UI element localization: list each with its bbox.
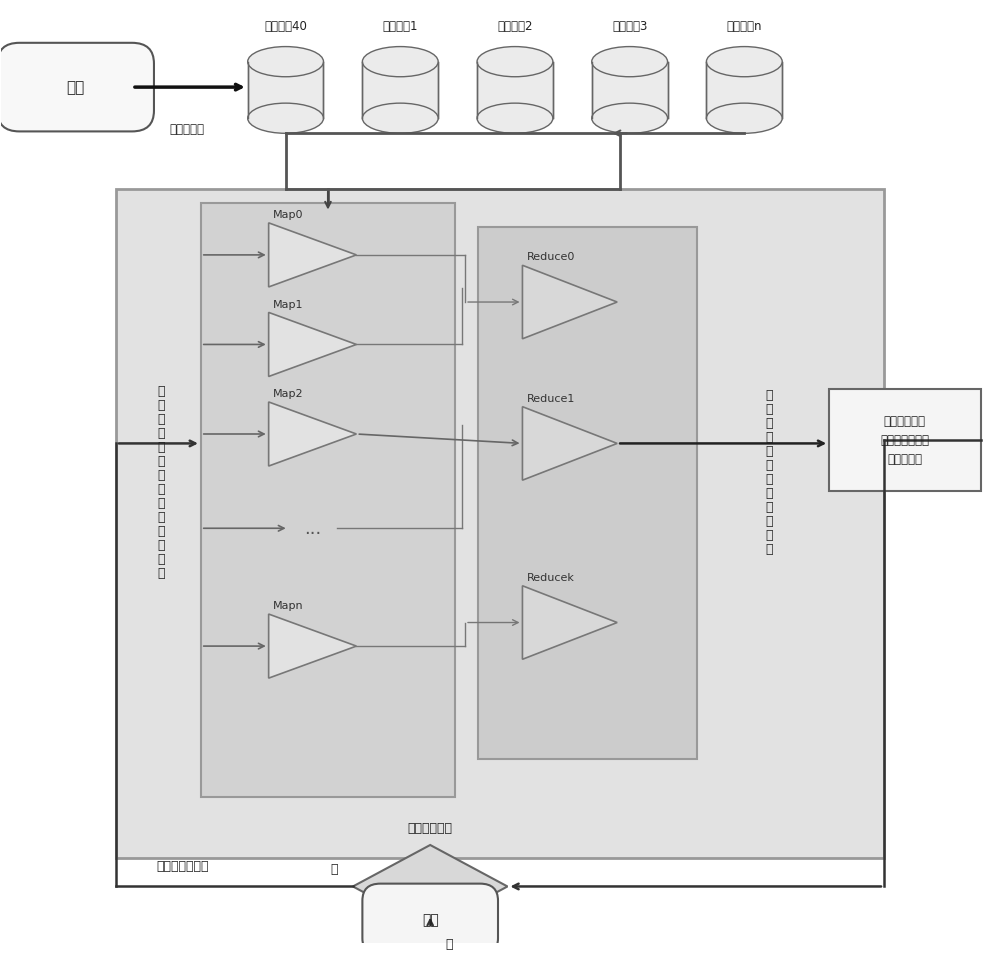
Bar <box>248 63 323 119</box>
Bar <box>362 63 438 119</box>
Bar <box>706 63 782 119</box>
Text: 否: 否 <box>330 862 338 875</box>
Bar <box>477 63 553 119</box>
Text: 数据分片3: 数据分片3 <box>612 20 647 33</box>
Text: 计
算
每
个
权
值
的
平
均
修
正
值: 计 算 每 个 权 值 的 平 均 修 正 值 <box>766 389 773 556</box>
Text: 启动下一轮迭代: 启动下一轮迭代 <box>156 860 208 872</box>
Text: 数据分片n: 数据分片n <box>727 20 762 33</box>
Text: ...: ... <box>304 519 321 537</box>
Text: Map0: Map0 <box>273 210 303 220</box>
Polygon shape <box>269 314 356 377</box>
Text: 是: 是 <box>445 938 453 950</box>
Text: 结束: 结束 <box>422 912 439 926</box>
Polygon shape <box>269 615 356 679</box>
FancyBboxPatch shape <box>362 883 498 953</box>
Text: Reduce0: Reduce0 <box>526 253 575 262</box>
Ellipse shape <box>592 104 668 134</box>
Bar <box>592 63 668 119</box>
Text: 数据分片40: 数据分片40 <box>264 20 307 33</box>
Ellipse shape <box>248 104 323 134</box>
Bar <box>829 390 981 491</box>
Text: Map2: Map2 <box>273 389 303 398</box>
Ellipse shape <box>248 48 323 77</box>
Polygon shape <box>522 586 617 659</box>
Text: 计
算
每
个
数
据
对
于
当
前
权
值
的
修: 计 算 每 个 数 据 对 于 当 前 权 值 的 修 <box>157 384 165 579</box>
Bar <box>201 204 455 797</box>
Text: 训练集输入: 训练集输入 <box>169 123 204 136</box>
Polygon shape <box>522 407 617 480</box>
Text: Reduce1: Reduce1 <box>526 394 575 403</box>
Ellipse shape <box>362 48 438 77</box>
Polygon shape <box>522 266 617 339</box>
Ellipse shape <box>592 48 668 77</box>
Text: 数据分片1: 数据分片1 <box>383 20 418 33</box>
Polygon shape <box>269 224 356 288</box>
Text: 开始: 开始 <box>67 80 85 95</box>
Ellipse shape <box>706 104 782 134</box>
Bar <box>116 190 884 859</box>
Ellipse shape <box>362 104 438 134</box>
Ellipse shape <box>477 104 553 134</box>
Ellipse shape <box>477 48 553 77</box>
Text: Mapn: Mapn <box>273 600 303 611</box>
Polygon shape <box>353 845 507 928</box>
Text: Map1: Map1 <box>273 299 303 310</box>
FancyBboxPatch shape <box>0 44 154 132</box>
Text: 达到收敛条件: 达到收敛条件 <box>408 821 453 834</box>
Bar <box>478 228 697 760</box>
Text: 数据分片2: 数据分片2 <box>497 20 533 33</box>
Text: Reducek: Reducek <box>526 573 574 582</box>
Polygon shape <box>269 402 356 467</box>
Ellipse shape <box>706 48 782 77</box>
Text: 批处理训练网
络，调整网络中
各层的权重: 批处理训练网 络，调整网络中 各层的权重 <box>880 415 929 466</box>
